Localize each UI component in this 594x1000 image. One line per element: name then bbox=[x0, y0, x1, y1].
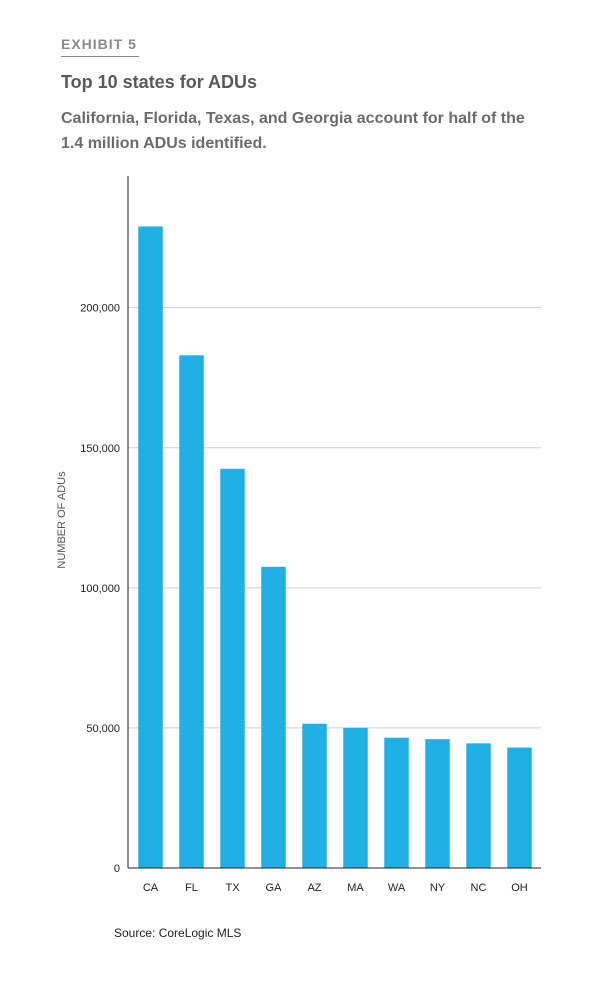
x-tick-label: MA bbox=[347, 882, 364, 894]
bar-ca bbox=[138, 226, 163, 869]
x-tick-label: CA bbox=[143, 882, 159, 894]
x-tick-label: TX bbox=[225, 882, 240, 894]
chart-subtitle: California, Florida, Texas, and Georgia … bbox=[61, 110, 525, 152]
x-tick-label: NC bbox=[471, 882, 487, 894]
x-tick-label: AZ bbox=[307, 882, 321, 894]
x-tick-label: NY bbox=[430, 882, 446, 894]
chart-title: Top 10 states for ADUs bbox=[61, 72, 258, 92]
x-tick-label: OH bbox=[511, 882, 528, 894]
exhibit-label: EXHIBIT 5 bbox=[61, 36, 137, 52]
x-tick-label: FL bbox=[185, 882, 198, 894]
bar-oh bbox=[507, 747, 532, 868]
y-tick-label: 100,000 bbox=[80, 583, 120, 595]
bar-nc bbox=[466, 743, 491, 868]
bar-az bbox=[302, 723, 327, 868]
y-tick-label: 50,000 bbox=[86, 723, 120, 735]
y-axis-title: NUMBER OF ADUs bbox=[56, 471, 68, 569]
bar-fl bbox=[179, 355, 204, 868]
bar-ny bbox=[425, 739, 450, 868]
y-tick-label: 0 bbox=[114, 863, 120, 875]
source-note: Source: CoreLogic MLS bbox=[114, 926, 242, 940]
x-tick-label: GA bbox=[266, 882, 283, 894]
y-tick-label: 200,000 bbox=[80, 303, 120, 315]
bar-ga bbox=[261, 566, 286, 868]
bar-tx bbox=[220, 468, 245, 868]
bar-ma bbox=[343, 727, 368, 868]
exhibit-underline bbox=[61, 56, 139, 57]
bar-wa bbox=[384, 737, 409, 868]
y-tick-label: 150,000 bbox=[80, 443, 120, 455]
x-tick-label: WA bbox=[388, 882, 406, 894]
